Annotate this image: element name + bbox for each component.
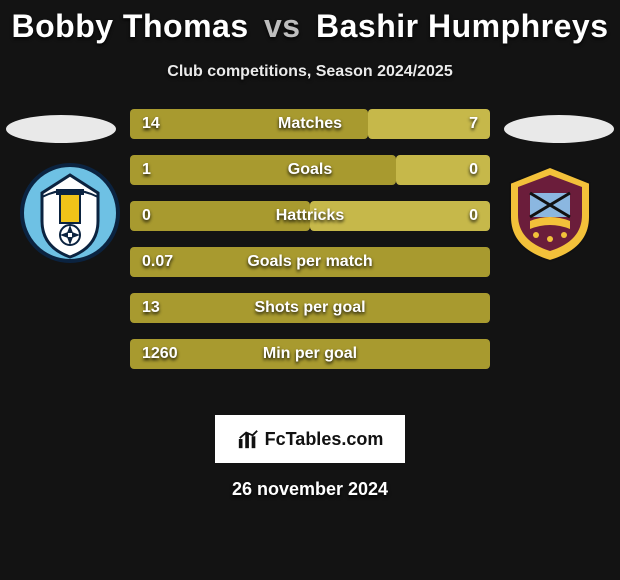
brand-text: FcTables.com <box>265 429 384 450</box>
stat-value-player1: 13 <box>130 293 172 323</box>
brand-badge: FcTables.com <box>215 415 405 463</box>
vs-label: vs <box>264 8 301 44</box>
stat-row: 1260Min per goal <box>130 339 490 369</box>
stat-fill-player1 <box>130 155 396 185</box>
stat-value-player2: 0 <box>457 155 490 185</box>
stat-fill-player1 <box>130 293 490 323</box>
comparison-title: Bobby Thomas vs Bashir Humphreys <box>0 0 620 45</box>
player1-club-crest <box>20 163 120 263</box>
player1-name: Bobby Thomas <box>11 8 248 44</box>
stat-value-player2: 7 <box>457 109 490 139</box>
coventry-crest-icon <box>20 163 120 263</box>
snapshot-date: 26 november 2024 <box>0 479 620 500</box>
stat-value-player2: 0 <box>457 201 490 231</box>
stat-value-player1: 0 <box>130 201 163 231</box>
stat-row: 13Shots per goal <box>130 293 490 323</box>
stat-row: 147Matches <box>130 109 490 139</box>
player2-name: Bashir Humphreys <box>316 8 609 44</box>
stats-stage: 147Matches10Goals00Hattricks0.07Goals pe… <box>0 109 620 409</box>
burnley-crest-icon <box>500 163 600 263</box>
player2-avatar-placeholder <box>504 115 614 143</box>
player2-club-crest <box>500 163 600 263</box>
player1-avatar-placeholder <box>6 115 116 143</box>
stat-value-player1: 0.07 <box>130 247 185 277</box>
stat-bars: 147Matches10Goals00Hattricks0.07Goals pe… <box>130 109 490 385</box>
stat-value-player1: 1 <box>130 155 163 185</box>
stat-row: 10Goals <box>130 155 490 185</box>
stat-row: 00Hattricks <box>130 201 490 231</box>
subtitle: Club competitions, Season 2024/2025 <box>0 63 620 81</box>
stat-value-player1: 1260 <box>130 339 190 369</box>
brand-logo-icon <box>237 428 259 450</box>
stat-row: 0.07Goals per match <box>130 247 490 277</box>
stat-value-player1: 14 <box>130 109 172 139</box>
